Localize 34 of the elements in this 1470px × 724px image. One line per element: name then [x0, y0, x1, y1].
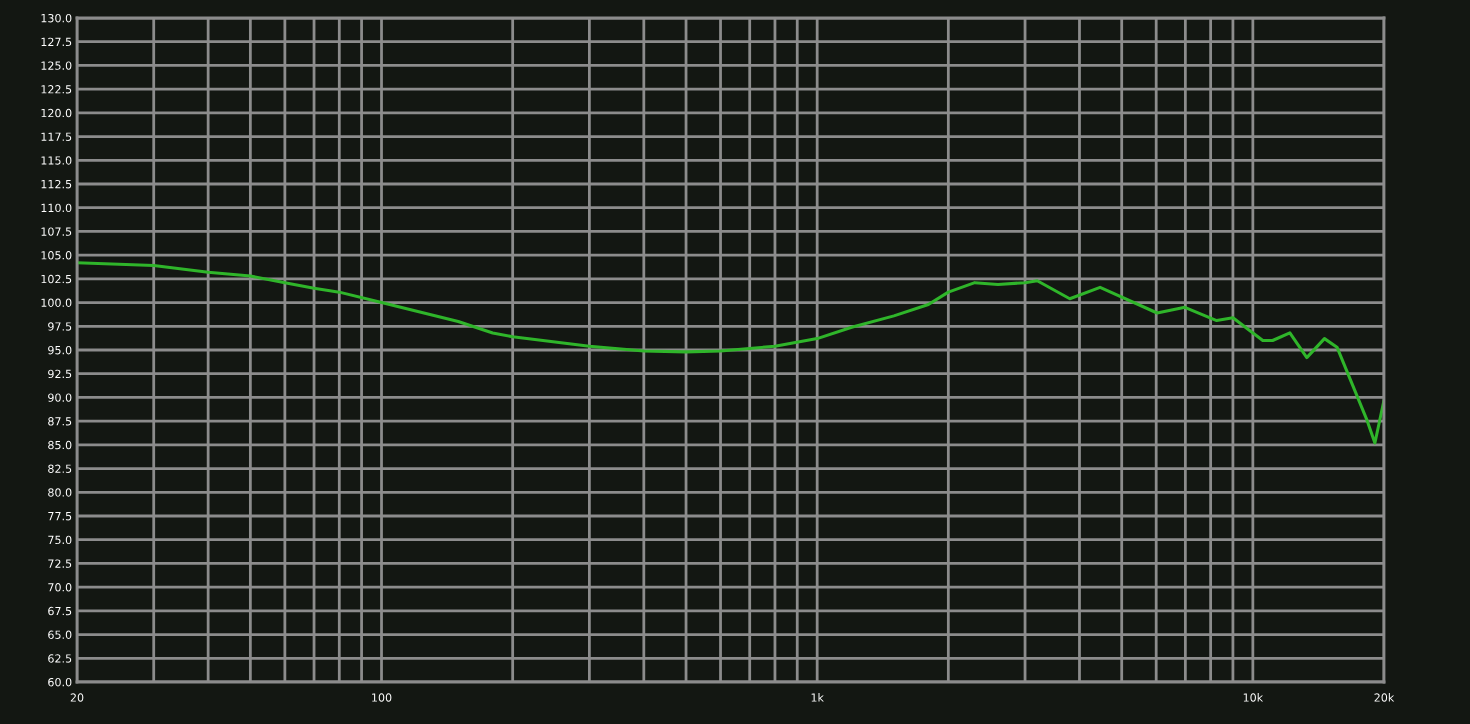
y-tick-label: 102.5 — [41, 274, 72, 284]
y-tick-label: 130.0 — [41, 13, 72, 23]
x-tick-label: 10k — [1243, 693, 1264, 702]
x-tick-label: 20k — [1374, 693, 1395, 702]
y-tick-label: 77.5 — [48, 512, 72, 521]
y-tick-label: 60.0 — [48, 677, 72, 687]
y-tick-label: 80.0 — [48, 488, 72, 497]
x-tick-label: 100 — [372, 693, 392, 702]
y-tick-label: 85.0 — [48, 440, 72, 450]
y-tick-label: 100.0 — [41, 298, 72, 307]
y-tick-label: 87.5 — [48, 417, 72, 426]
y-tick-label: 125.0 — [41, 61, 72, 70]
y-tick-label: 122.5 — [41, 85, 72, 94]
y-tick-label: 67.5 — [48, 606, 72, 616]
y-tick-label: 72.5 — [48, 559, 72, 568]
x-tick-label: 20 — [70, 693, 84, 702]
y-tick-label: 127.5 — [41, 37, 72, 47]
y-tick-label: 97.5 — [48, 322, 72, 331]
y-tick-label: 117.5 — [41, 132, 72, 141]
y-tick-label: 110.0 — [41, 203, 72, 213]
y-tick-label: 95.0 — [48, 345, 72, 355]
y-tick-label: 65.0 — [48, 630, 72, 639]
y-tick-label: 120.0 — [41, 108, 72, 118]
y-tick-label: 105.0 — [41, 251, 72, 260]
x-tick-label: 1k — [811, 693, 824, 702]
y-tick-label: 115.0 — [41, 156, 72, 165]
y-tick-label: 112.5 — [41, 179, 72, 189]
y-tick-label: 92.5 — [48, 369, 72, 379]
y-tick-label: 75.0 — [48, 535, 72, 545]
y-tick-label: 82.5 — [48, 464, 72, 473]
y-tick-label: 62.5 — [48, 654, 72, 663]
y-tick-label: 90.0 — [48, 393, 72, 402]
y-tick-label: 70.0 — [48, 583, 72, 592]
y-tick-label: 107.5 — [41, 227, 72, 236]
